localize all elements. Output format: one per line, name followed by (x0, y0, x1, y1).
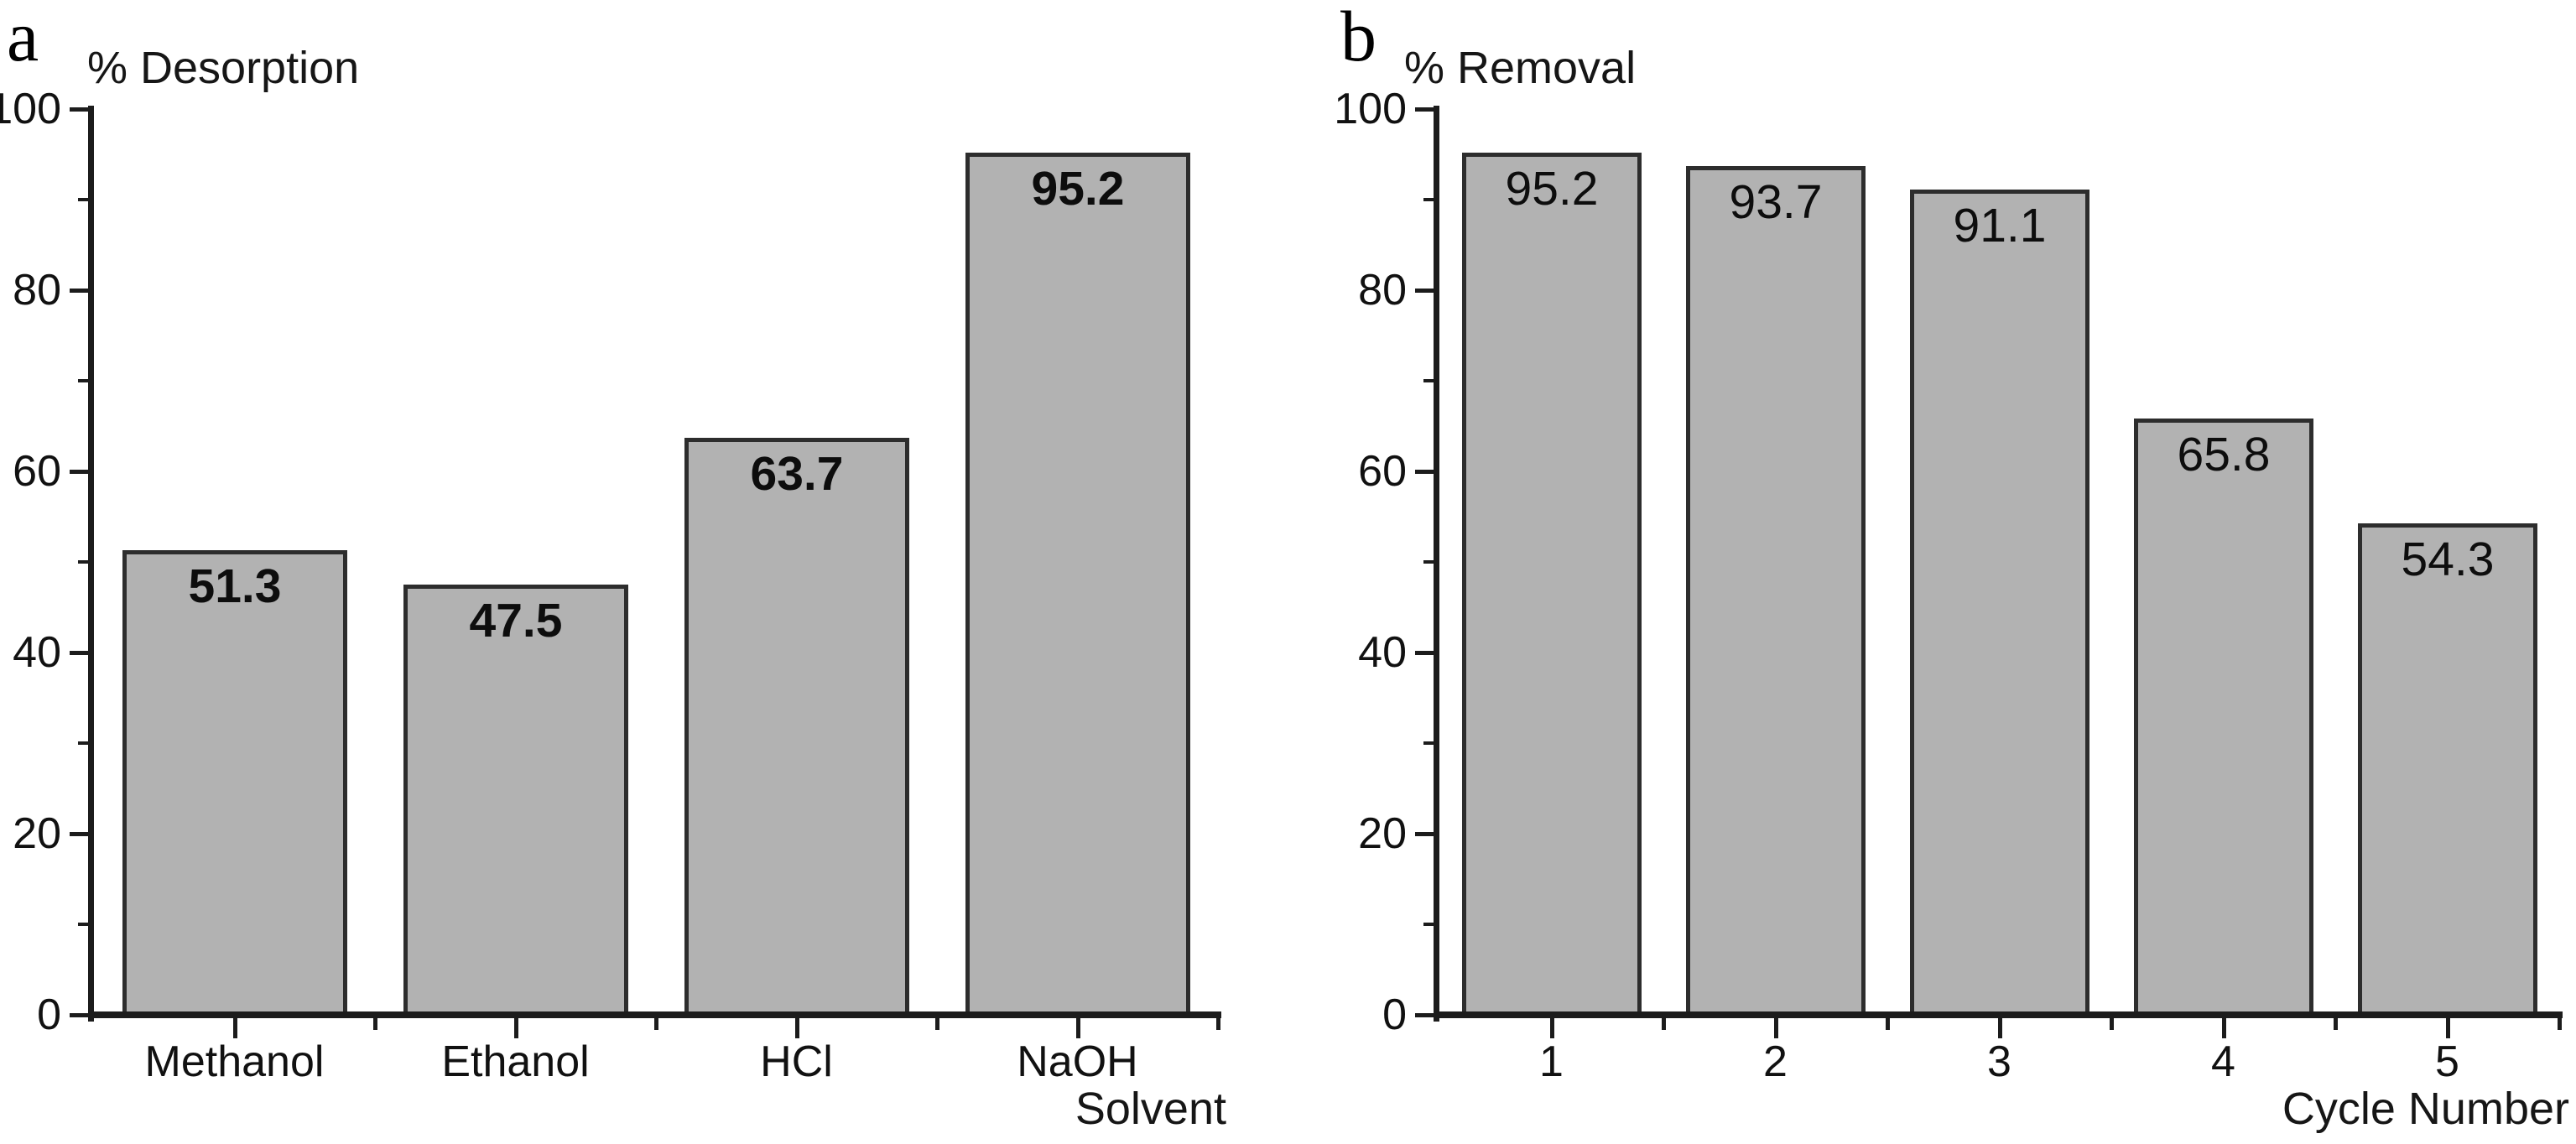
panel-letter-a: a (7, 0, 39, 76)
y-minor-tick (1423, 923, 1434, 926)
category-tick-label: Methanol (144, 1037, 325, 1086)
x-major-tick (1550, 1018, 1554, 1038)
x-minor-tick (1216, 1018, 1220, 1030)
y-tick-label: 20 (1358, 809, 1407, 858)
y-tick-label: 100 (0, 85, 61, 133)
x-minor-tick (654, 1018, 658, 1030)
bar (965, 153, 1190, 1018)
bar (122, 550, 347, 1018)
y-minor-tick (1423, 741, 1434, 745)
x-axis-line (1434, 1011, 2563, 1018)
y-major-tick (1415, 107, 1434, 112)
y-minor-tick (78, 198, 88, 201)
y-minor-tick (1423, 379, 1434, 382)
x-axis-title-b: Cycle Number (2282, 1084, 2569, 1134)
bar-value-label: 95.2 (1505, 162, 1599, 216)
bar (2358, 523, 2537, 1018)
y-minor-tick (78, 560, 88, 564)
x-major-tick (1774, 1018, 1778, 1038)
y-major-tick (70, 289, 88, 293)
y-tick-label: 80 (1358, 266, 1407, 315)
y-major-tick (1415, 289, 1434, 293)
category-tick-label: NaOH (1017, 1037, 1138, 1086)
y-tick-label: 60 (1358, 447, 1407, 496)
y-minor-tick (78, 379, 88, 382)
y-major-tick (1415, 651, 1434, 655)
y-major-tick (70, 107, 88, 112)
x-major-tick (2222, 1018, 2226, 1038)
panel-letter-b: b (1340, 0, 1376, 76)
category-tick-label: 2 (1763, 1037, 1788, 1086)
category-tick-label: 1 (1539, 1037, 1564, 1086)
x-major-tick (795, 1018, 799, 1038)
bar-value-label: 63.7 (750, 447, 844, 501)
y-major-tick (1415, 470, 1434, 474)
bar (2134, 419, 2313, 1018)
x-axis-title-a: Solvent (1075, 1084, 1226, 1134)
y-axis-title-b: % Removal (1404, 43, 1637, 93)
bar-value-label: 51.3 (188, 559, 282, 613)
bar (1462, 153, 1642, 1018)
y-minor-tick (1423, 560, 1434, 564)
x-minor-tick (373, 1018, 377, 1030)
bar-value-label: 95.2 (1031, 162, 1125, 216)
y-major-tick (1415, 1013, 1434, 1017)
x-axis-line (88, 1011, 1221, 1018)
x-minor-tick (2558, 1018, 2562, 1030)
y-tick-label: 40 (1358, 628, 1407, 677)
x-major-tick (2446, 1018, 2450, 1038)
bar-value-label: 91.1 (1953, 199, 2047, 252)
y-axis-line (88, 106, 94, 1022)
y-major-tick (70, 832, 88, 836)
y-axis-title-a: % Desorption (87, 43, 360, 93)
y-tick-label: 100 (1334, 85, 1407, 133)
x-major-tick (233, 1018, 237, 1038)
x-major-tick (1076, 1018, 1080, 1038)
y-tick-label: 40 (13, 628, 61, 677)
bar-value-label: 65.8 (2177, 428, 2271, 481)
y-minor-tick (1423, 198, 1434, 201)
y-tick-label: 20 (13, 809, 61, 858)
x-minor-tick (2110, 1018, 2114, 1030)
y-tick-label: 0 (1382, 991, 1407, 1039)
category-tick-label: 5 (2435, 1037, 2459, 1086)
bar (1686, 166, 1866, 1018)
y-minor-tick (78, 741, 88, 745)
x-minor-tick (2334, 1018, 2338, 1030)
x-major-tick (1998, 1018, 2002, 1038)
y-tick-label: 80 (13, 266, 61, 315)
category-tick-label: 3 (1987, 1037, 2011, 1086)
x-minor-tick (935, 1018, 939, 1030)
y-tick-label: 60 (13, 447, 61, 496)
category-tick-label: 4 (2211, 1037, 2235, 1086)
x-minor-tick (1886, 1018, 1890, 1030)
x-minor-tick (1662, 1018, 1666, 1030)
y-axis-line (1434, 106, 1439, 1022)
category-tick-label: Ethanol (441, 1037, 590, 1086)
y-major-tick (70, 651, 88, 655)
y-major-tick (70, 1013, 88, 1017)
x-major-tick (514, 1018, 518, 1038)
y-tick-label: 0 (37, 991, 61, 1039)
y-major-tick (70, 470, 88, 474)
y-major-tick (1415, 832, 1434, 836)
y-minor-tick (78, 923, 88, 926)
bar-value-label: 47.5 (469, 594, 563, 647)
bar-value-label: 93.7 (1729, 175, 1823, 229)
category-tick-label: HCl (760, 1037, 833, 1086)
bar (1910, 190, 2089, 1018)
bar-value-label: 54.3 (2401, 533, 2495, 586)
